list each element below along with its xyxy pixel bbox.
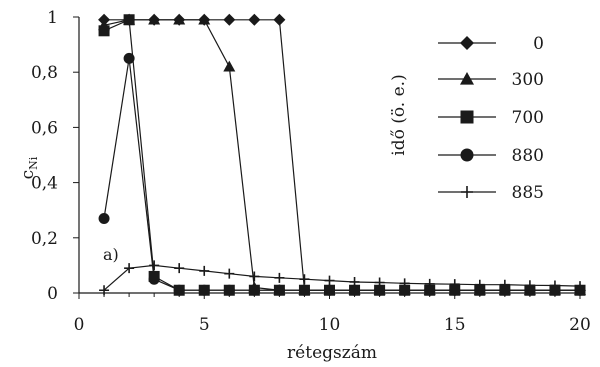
data-point [174, 285, 185, 296]
legend-item-885: 885 [438, 183, 544, 203]
data-point [325, 276, 335, 286]
data-point [223, 14, 235, 26]
y-tick-label: 0,2 [31, 229, 58, 249]
x-axis: 0 5 10 15 20 [74, 293, 591, 335]
legend-label: 300 [512, 70, 544, 90]
legend-marker [461, 111, 474, 124]
data-point [299, 274, 309, 284]
y-axis-title: cNi [18, 156, 40, 179]
legend-item-880: 880 [438, 146, 544, 166]
y-axis: 00,20,40,60,81 [31, 8, 79, 304]
legend-label: 880 [512, 146, 544, 166]
y-tick-label: 0,6 [31, 118, 58, 138]
legend-item-700: 700 [438, 108, 544, 128]
data-point [223, 61, 235, 72]
chart-annotation: a) [103, 245, 119, 264]
data-point [274, 273, 284, 283]
legend-title: idő (ö. e.) [389, 74, 409, 155]
series-line [104, 20, 580, 290]
legend-item-0: 0 [438, 34, 544, 54]
plot-area [79, 17, 580, 293]
data-point [248, 14, 260, 26]
legend-label: 700 [512, 108, 544, 128]
x-tick-label: 0 [74, 315, 85, 335]
data-point [149, 260, 159, 270]
data-point [199, 285, 210, 296]
series-line [104, 20, 580, 290]
x-tick-label: 10 [319, 315, 341, 335]
x-tick-label: 15 [444, 315, 466, 335]
legend: 0 300 700 880 885 [438, 34, 544, 203]
y-tick-label: 0,8 [31, 63, 58, 83]
data-point [99, 213, 110, 224]
legend-marker [461, 149, 474, 162]
series-line [104, 20, 580, 290]
legend-label: 885 [512, 183, 544, 203]
y-tick-label: 0 [47, 284, 58, 304]
data-point [149, 271, 160, 282]
legend-marker [460, 72, 474, 85]
x-tick-label: 20 [569, 315, 591, 335]
y-axis-title-sub: Ni [27, 156, 40, 170]
data-point [273, 14, 285, 26]
y-axis-title-main: c [18, 170, 38, 180]
series-line [104, 58, 580, 290]
data-point [174, 263, 184, 273]
data-point [199, 266, 209, 276]
y-tick-label: 1 [47, 8, 58, 28]
legend-marker [460, 36, 474, 50]
legend-item-300: 300 [438, 70, 544, 90]
plot-background [79, 17, 580, 293]
x-tick-label: 5 [199, 315, 210, 335]
data-point [249, 271, 259, 281]
x-axis-title: rétegszám [287, 343, 377, 363]
data-point [224, 269, 234, 279]
data-point [224, 285, 235, 296]
legend-marker [461, 186, 473, 198]
legend-label: 0 [533, 34, 544, 54]
